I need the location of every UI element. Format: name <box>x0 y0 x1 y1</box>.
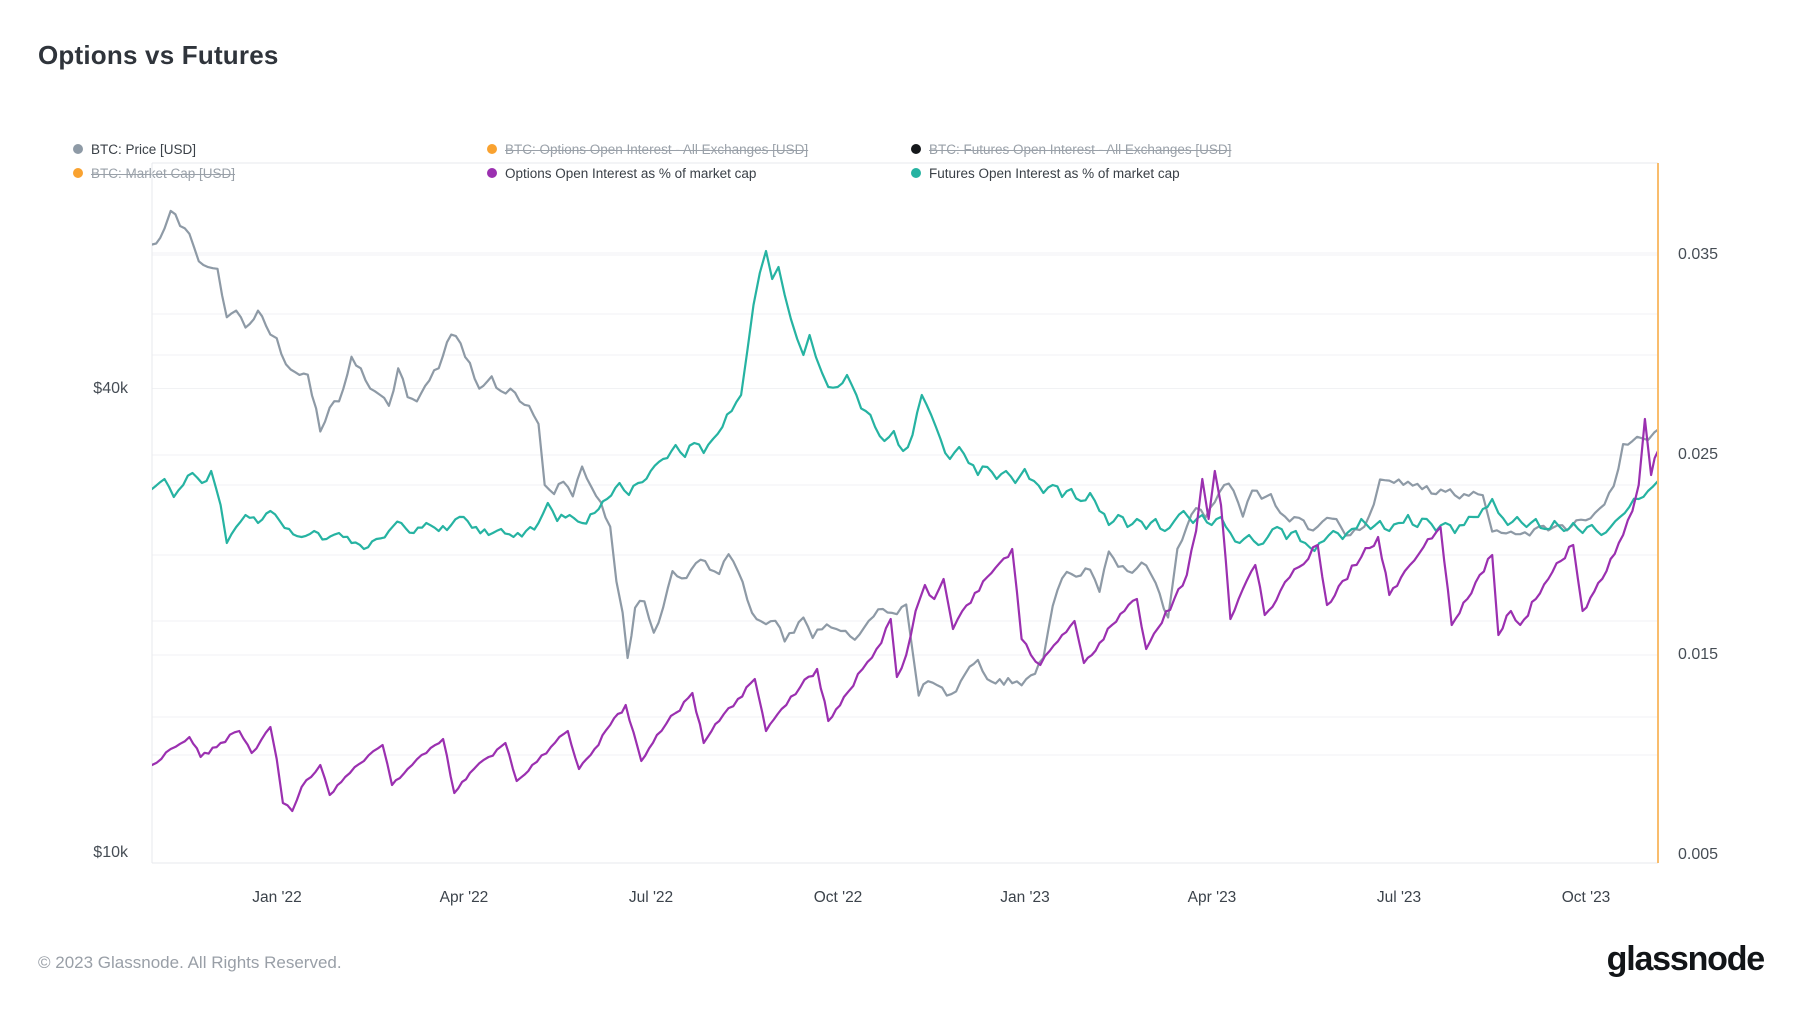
right-axis-tick: 0.025 <box>1678 446 1719 463</box>
left-axis-tick: $40k <box>93 380 128 397</box>
x-axis-tick: Jul '22 <box>628 889 674 906</box>
x-axis-tick: Jan '22 <box>252 889 302 906</box>
legend-item-btc-market-cap[interactable]: BTC: Market Cap [USD] <box>73 164 239 182</box>
x-axis-tick: Apr '23 <box>1187 889 1237 906</box>
plot-border <box>151 162 1658 864</box>
footer-copyright: © 2023 Glassnode. All Rights Reserved. <box>38 953 342 972</box>
legend-color-dot <box>487 144 497 154</box>
legend-color-dot <box>911 168 921 178</box>
right-axis-tick: 0.035 <box>1678 246 1719 263</box>
legend-color-dot <box>73 168 83 178</box>
legend-item-label: Options Open Interest as % of market cap <box>505 166 756 181</box>
legend-item-btc-futures-oi-usd[interactable]: BTC: Futures Open Interest - All Exchang… <box>911 140 1235 158</box>
legend-item-options-oi-pct[interactable]: Options Open Interest as % of market cap <box>487 164 760 182</box>
plot-area[interactable] <box>152 163 1658 863</box>
legend-color-dot <box>73 144 83 154</box>
legend-item-btc-options-oi-usd[interactable]: BTC: Options Open Interest - All Exchang… <box>487 140 812 158</box>
right-axis-tick: 0.015 <box>1678 646 1719 663</box>
legend-item-label: BTC: Price [USD] <box>91 141 197 157</box>
x-axis-tick: Oct '22 <box>813 889 863 906</box>
legend-item-label: BTC: Market Cap [USD] <box>91 165 235 181</box>
legend-item-label: BTC: Options Open Interest - All Exchang… <box>505 141 809 157</box>
legend-item-btc-price[interactable]: BTC: Price [USD] <box>73 140 200 158</box>
legend-item-label: BTC: Futures Open Interest - All Exchang… <box>929 141 1232 157</box>
x-axis-tick: Jul '23 <box>1376 889 1422 906</box>
x-axis-tick: Oct '23 <box>1561 889 1611 906</box>
legend-color-dot <box>487 168 497 178</box>
series-btc-price-line <box>152 209 1658 697</box>
series-options-oi-pct-line <box>152 417 1658 813</box>
left-axis-tick: $10k <box>93 844 128 861</box>
x-axis-tick: Apr '22 <box>439 889 489 906</box>
legend-color-dot <box>911 144 921 154</box>
legend-item-label: Futures Open Interest as % of market cap <box>929 166 1180 181</box>
right-axis-tick: 0.005 <box>1678 846 1719 863</box>
glassnode-logo: glassnode <box>1606 940 1766 978</box>
legend-item-futures-oi-pct[interactable]: Futures Open Interest as % of market cap <box>911 164 1183 182</box>
x-axis-tick: Jan '23 <box>1000 889 1050 906</box>
page-title: Options vs Futures <box>38 40 279 70</box>
series-futures-oi-pct-line <box>152 249 1658 553</box>
gridlines <box>152 252 1658 756</box>
